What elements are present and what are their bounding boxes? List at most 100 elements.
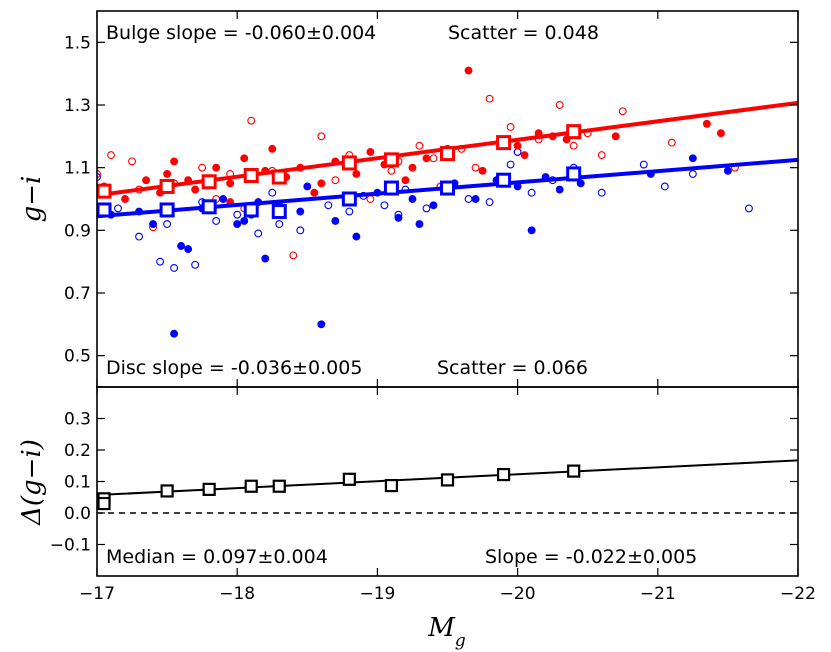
bulge-open-point xyxy=(331,176,340,185)
bulge-slope-annotation: Bulge slope = -0.060±0.004 xyxy=(106,22,376,44)
bulge-filled-point xyxy=(422,154,431,163)
x-tick-label: −21 xyxy=(640,584,676,604)
disc-filled-point xyxy=(471,195,480,203)
bulge-open-point xyxy=(471,163,480,172)
disc-filled-point xyxy=(303,182,312,191)
disc-open-point xyxy=(156,257,165,266)
disc-open-point xyxy=(212,216,221,225)
disc-filled-point xyxy=(415,220,424,229)
bulge-open-point xyxy=(128,157,137,166)
disc-open-point xyxy=(324,201,333,210)
bulge-filled-point xyxy=(716,129,725,138)
disc-median-marker xyxy=(566,166,582,182)
bulge-open-point xyxy=(618,107,627,116)
bulge-median-marker xyxy=(496,135,512,151)
x-axis-label-subscript: g xyxy=(455,631,466,651)
bulge-median-marker xyxy=(383,152,399,168)
y-tick-label: 0.0 xyxy=(64,504,91,524)
bulge-median-marker xyxy=(440,146,455,162)
difference-median-marker xyxy=(567,464,581,478)
x-axis-label: Mg xyxy=(427,613,466,651)
bulge-filled-point xyxy=(401,176,410,185)
bulge-scatter-annotation: Scatter = 0.048 xyxy=(448,22,599,44)
bulge-open-point xyxy=(97,169,101,178)
disc-open-point xyxy=(275,220,284,229)
bulge-open-point xyxy=(317,132,326,141)
bulge-filled-point xyxy=(513,141,522,150)
difference-median-marker xyxy=(97,496,111,511)
plot-area xyxy=(97,66,798,338)
disc-open-point xyxy=(485,198,494,207)
bulge-open-point xyxy=(107,151,115,160)
disc-open-point xyxy=(163,220,172,229)
disc-open-point xyxy=(660,182,669,191)
disc-open-point xyxy=(639,160,648,169)
x-tick-label: −17 xyxy=(79,584,115,604)
bulge-filled-point xyxy=(520,151,529,160)
top-y-axis-label: g−i xyxy=(17,176,47,223)
bulge-median-marker xyxy=(159,178,175,194)
bulge-filled-point xyxy=(611,132,620,141)
bottom-y-axis-label: Δ(g−i) xyxy=(17,439,47,526)
disc-median-marker xyxy=(97,202,112,218)
disc-open-point xyxy=(744,204,753,213)
y-tick-label: 0.3 xyxy=(64,410,91,430)
disc-open-point xyxy=(97,173,101,182)
top-ticks: 0.5 0.7 0.9 1.1 1.3 1.5 xyxy=(64,11,799,387)
bulge-open-point xyxy=(555,101,564,109)
x-tick-label: −18 xyxy=(219,584,255,604)
disc-filled-point xyxy=(394,213,403,222)
disc-open-point xyxy=(268,188,277,197)
bulge-filled-point xyxy=(121,195,129,203)
disc-median-marker xyxy=(341,191,357,207)
bulge-filled-point xyxy=(317,179,326,188)
difference-median-marker xyxy=(440,473,455,487)
bulge-open-point xyxy=(569,141,578,150)
disc-open-point xyxy=(345,207,354,216)
disc-median-marker xyxy=(271,204,287,220)
y-tick-label: 1.3 xyxy=(64,96,91,116)
bulge-open-point xyxy=(429,154,438,163)
disc-open-point xyxy=(464,195,473,203)
disc-filled-point xyxy=(317,320,326,329)
bulge-median-marker xyxy=(566,124,582,140)
bulge-filled-point xyxy=(226,179,235,188)
disc-scatter-annotation: Scatter = 0.066 xyxy=(437,357,588,379)
difference-median-marker xyxy=(202,482,216,496)
y-tick-label: 0.5 xyxy=(64,347,91,367)
y-tick-label: 0.9 xyxy=(64,221,91,241)
bottom-ticks: −0.1 0.0 0.1 0.2 0.3 −17 −18 −19 −20 −21 −22 xyxy=(50,387,816,604)
disc-filled-point xyxy=(429,201,438,210)
disc-open-point xyxy=(380,201,389,210)
bulge-filled-point xyxy=(268,144,277,153)
disc-filled-point xyxy=(219,195,228,203)
bulge-filled-point xyxy=(142,176,151,185)
bulge-median-marker xyxy=(97,183,112,199)
x-tick-label: −22 xyxy=(780,584,816,604)
disc-open-point xyxy=(688,169,697,178)
disc-median-marker xyxy=(243,202,259,218)
bottom-data-layer xyxy=(97,459,798,514)
disc-filled-point xyxy=(233,220,242,229)
disc-median-marker xyxy=(440,180,455,196)
disc-open-point xyxy=(191,260,200,269)
disc-open-point xyxy=(233,210,242,219)
disc-open-point xyxy=(254,229,263,238)
x-tick-label: −19 xyxy=(359,584,395,604)
slope-annotation: Slope = -0.022±0.005 xyxy=(485,546,697,568)
y-tick-label: 1.5 xyxy=(64,33,91,53)
difference-median-marker xyxy=(496,467,511,482)
bulge-filled-point xyxy=(212,163,221,172)
difference-median-marker xyxy=(384,478,399,493)
y-tick-label: 0.1 xyxy=(64,473,91,493)
disc-median-marker xyxy=(496,172,512,188)
bulge-open-point xyxy=(198,163,207,172)
x-tick-label: −20 xyxy=(500,584,536,604)
disc-filled-point xyxy=(331,216,340,225)
bulge-open-point xyxy=(387,166,396,175)
bulge-open-point xyxy=(667,138,676,147)
disc-open-point xyxy=(296,226,305,235)
top-panel: 0.5 0.7 0.9 1.1 1.3 1.5 Bulge slope = -0.060±… xyxy=(17,10,799,388)
disc-filled-point xyxy=(177,242,186,250)
bulge-median-marker xyxy=(201,174,217,190)
